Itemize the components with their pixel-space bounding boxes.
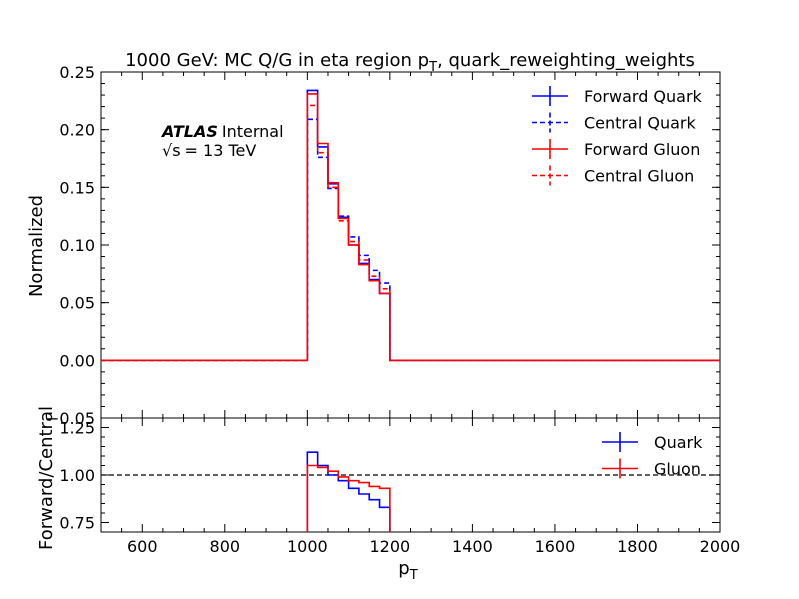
series-line [101,104,720,362]
ratio-plot-area: 0.75 1.00 1.25 600 800 1000 1200 1400 1600 1800 20… [59,417,741,556]
atlas-label: ATLAS Internal [160,122,284,141]
x-tick-label: 800 [210,537,241,556]
legend-label: Central Gluon [584,167,694,186]
x-tick-label: 600 [127,537,158,556]
y-tick-label: 0.00 [59,351,95,370]
series-line [306,451,391,532]
x-axis-label: pT [398,558,417,583]
x-tick-label: 1400 [452,537,493,556]
x-tick-label: 1600 [535,537,576,556]
y-tick-label: 1.25 [59,419,95,438]
y-tick-label: −0.05 [46,409,95,428]
chart-title: 1000 GeV: MC Q/G in eta region pT, quark… [125,50,695,75]
y-tick-label: 0.15 [59,178,95,197]
legend-label: Forward Quark [584,87,703,106]
y-tick-label: 1.00 [59,466,95,485]
legend-label: Gluon [654,460,701,479]
y-tick-label: 0.10 [59,236,95,255]
y-tick-label: 0.75 [59,514,95,533]
energy-label: √s = 13 TeV [162,141,256,160]
legend-label: Quark [654,433,703,452]
x-tick-label: 1800 [617,537,658,556]
y-tick-label: 0.05 [59,294,95,313]
x-tick-label: 1200 [370,537,411,556]
main-plot-area: −0.05 0.00 0.05 0.10 0.15 0.20 0.25 Forward Qua… [46,63,721,428]
x-tick-label: 2000 [700,537,741,556]
legend-label: Forward Gluon [584,140,700,159]
y-axis-label-ratio: Forward/Central [36,406,57,550]
y-tick-label: 0.25 [59,63,95,82]
legend-label: Central Quark [584,114,696,133]
y-tick-label: 0.20 [59,121,95,140]
x-tick-label: 1000 [287,537,328,556]
series-line [306,464,391,532]
y-axis-label-main: Normalized [26,195,47,297]
